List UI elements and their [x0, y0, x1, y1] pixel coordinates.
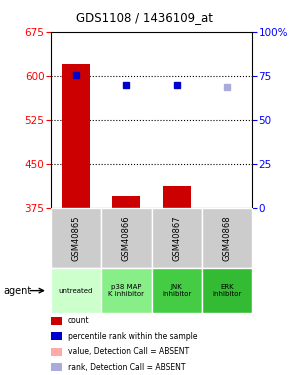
Text: GSM40867: GSM40867 — [172, 215, 181, 261]
Bar — [163, 186, 191, 208]
Bar — [113, 196, 140, 208]
Text: agent: agent — [3, 286, 31, 296]
Bar — [62, 64, 90, 208]
Text: untreated: untreated — [59, 288, 93, 294]
Text: GSM40868: GSM40868 — [223, 215, 232, 261]
Text: JNK
inhibitor: JNK inhibitor — [162, 284, 191, 297]
Text: p38 MAP
K inhibitor: p38 MAP K inhibitor — [108, 284, 144, 297]
Text: GSM40865: GSM40865 — [71, 215, 80, 261]
Text: rank, Detection Call = ABSENT: rank, Detection Call = ABSENT — [68, 363, 185, 372]
Text: ERK
inhibitor: ERK inhibitor — [213, 284, 242, 297]
Text: percentile rank within the sample: percentile rank within the sample — [68, 332, 197, 341]
Text: GDS1108 / 1436109_at: GDS1108 / 1436109_at — [77, 11, 213, 24]
Text: GSM40866: GSM40866 — [122, 215, 131, 261]
Text: value, Detection Call = ABSENT: value, Detection Call = ABSENT — [68, 347, 189, 356]
Text: count: count — [68, 316, 89, 326]
